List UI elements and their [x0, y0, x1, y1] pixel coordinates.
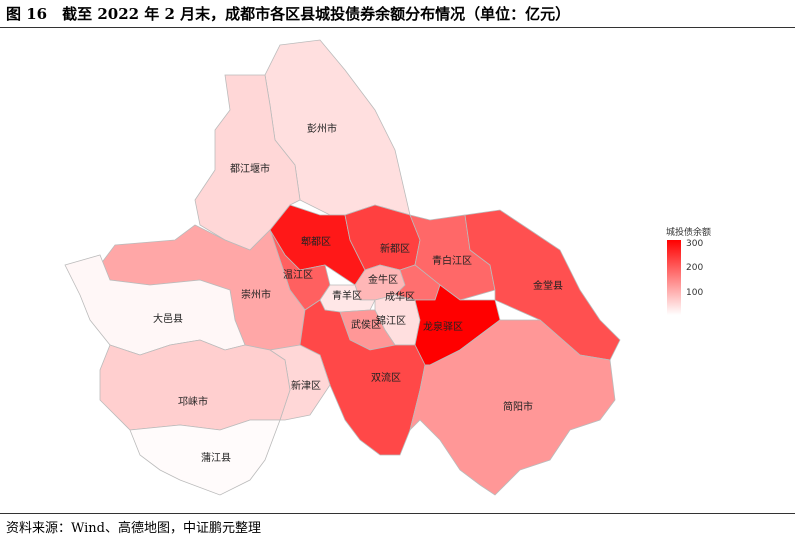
legend-title: 城投债余额 [666, 226, 711, 238]
top-rule [0, 27, 795, 28]
region-19 [129, 419, 281, 496]
region-label: 新津区 [291, 379, 321, 392]
region-label: 邛崃市 [178, 395, 208, 408]
legend-tick-200: 200 [686, 263, 703, 273]
region-20 [409, 319, 616, 496]
region-label: 大邑县 [153, 312, 183, 325]
region-label: 双流区 [371, 371, 401, 384]
region-18 [99, 339, 291, 431]
region-label: 锦江区 [376, 314, 406, 327]
region-label: 简阳市 [503, 400, 533, 413]
region-label: 金牛区 [368, 273, 398, 286]
region-label: 温江区 [283, 269, 313, 281]
region-label: 龙泉驿区 [423, 320, 463, 333]
source-note: 资料来源：Wind、高德地图，中证鹏元整理 [6, 521, 261, 536]
legend: 城投债余额 300 200 100 [666, 226, 711, 315]
bottom-rule [0, 513, 795, 514]
legend-colorbar [667, 240, 681, 315]
region-label: 新都区 [380, 242, 410, 255]
region-label: 成华区 [385, 290, 415, 303]
legend-tick-100: 100 [686, 288, 703, 298]
region-label: 青羊区 [332, 289, 362, 302]
region-label: 都江堰市 [230, 162, 270, 175]
legend-tick-300: 300 [686, 239, 703, 249]
region-label: 金堂县 [533, 279, 563, 292]
region-label: 彭州市 [307, 122, 337, 135]
region-label: 蒲江县 [201, 451, 231, 464]
region-label: 郫都区 [301, 235, 331, 248]
figure-title: 图 16 截至 2022 年 2 月末，成都市各区县城投债券余额分布情况（单位：… [6, 5, 571, 23]
region-label: 青白江区 [432, 254, 472, 267]
region-label: 武侯区 [351, 318, 381, 331]
region-label: 崇州市 [241, 288, 271, 301]
